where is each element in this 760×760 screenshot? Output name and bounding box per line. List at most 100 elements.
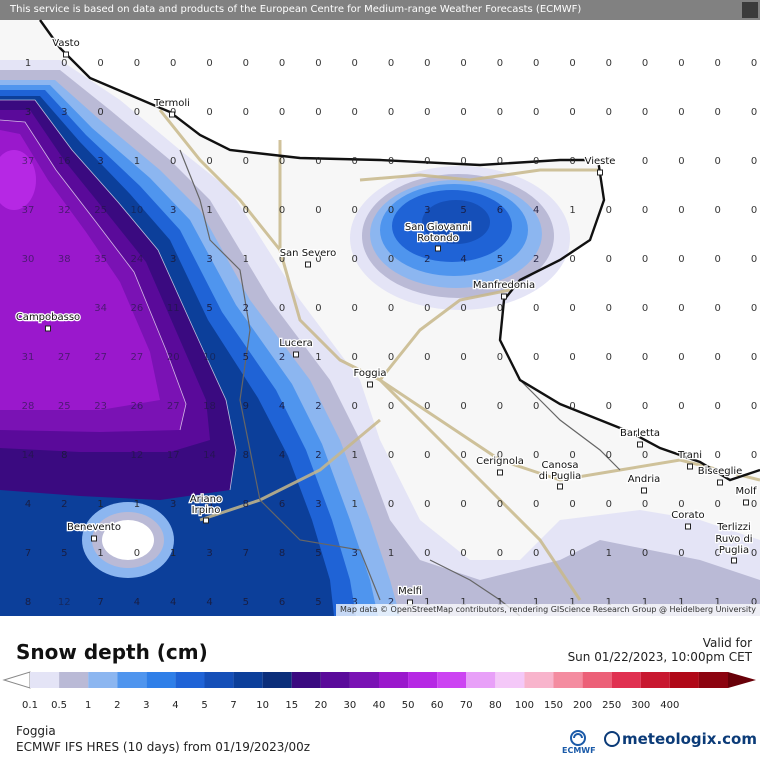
- snow-value: 7: [97, 597, 103, 608]
- city-marker-icon: [501, 293, 507, 300]
- snow-value: 1: [206, 205, 212, 216]
- snow-value: 1: [388, 548, 394, 559]
- snow-value: 3: [206, 254, 212, 265]
- snow-value: 0: [497, 352, 503, 363]
- snow-value: 0: [352, 58, 358, 69]
- snow-value: 0: [134, 548, 140, 559]
- snow-value: 0: [352, 107, 358, 118]
- snow-value: 0: [678, 548, 684, 559]
- legend-tick-label: 0.1: [22, 700, 38, 711]
- snow-value: 0: [279, 156, 285, 167]
- snow-value: 1: [97, 548, 103, 559]
- legend-max-arrow-icon: [728, 672, 756, 688]
- legend-tick-label: 60: [431, 700, 444, 711]
- city-marker-icon: [367, 381, 373, 388]
- snow-value: 0: [606, 401, 612, 412]
- legend-tick-label: 15: [285, 700, 298, 711]
- snow-value: 0: [715, 499, 721, 510]
- snow-value: 0: [678, 401, 684, 412]
- legend-tick-label: 300: [631, 700, 650, 711]
- snow-value: 0: [424, 303, 430, 314]
- legend-swatch: [59, 672, 89, 688]
- snow-value: 28: [22, 401, 35, 412]
- snow-value: 3: [170, 205, 176, 216]
- snow-value: 6: [206, 499, 212, 510]
- snow-value: 0: [243, 205, 249, 216]
- city-marker-icon: [435, 245, 441, 252]
- city-label: Barletta: [620, 428, 660, 439]
- snow-value: 1: [533, 597, 539, 608]
- snow-value: 27: [167, 401, 180, 412]
- snow-value: 1: [352, 499, 358, 510]
- legend-tick-label: 0.5: [51, 700, 67, 711]
- city-label: Melfi: [398, 586, 422, 597]
- snow-value: 0: [388, 58, 394, 69]
- city-label: Corato: [671, 510, 704, 521]
- snow-value: 3: [424, 205, 430, 216]
- snow-value: 0: [533, 548, 539, 559]
- snow-value: 0: [352, 401, 358, 412]
- snow-value: 5: [206, 303, 212, 314]
- city-label: Foggia: [353, 368, 386, 379]
- snow-value: 6: [279, 499, 285, 510]
- legend-tick-label: 2: [114, 700, 120, 711]
- city-marker-icon: [169, 111, 175, 118]
- snow-value: 24: [131, 254, 144, 265]
- snow-value: 0: [533, 401, 539, 412]
- snow-value: 4: [25, 499, 31, 510]
- snow-value: 20: [167, 352, 180, 363]
- snow-value: 4: [460, 254, 466, 265]
- city-label: Vieste: [585, 156, 616, 167]
- snow-value: 0: [642, 303, 648, 314]
- city-labels: Vasto Termoli Vieste San Severo San Giovanni…: [15, 37, 758, 606]
- snow-value: 34: [94, 303, 107, 314]
- city-marker-icon: [557, 483, 563, 490]
- legend-swatch: [640, 672, 670, 688]
- snow-value: 0: [751, 597, 757, 608]
- city-label: Campobasso: [16, 312, 80, 323]
- snow-value: 0: [206, 58, 212, 69]
- snow-value: 3: [170, 254, 176, 265]
- city-label: Canosa di Puglia: [539, 460, 582, 482]
- snow-value: 0: [424, 107, 430, 118]
- snow-value: 0: [678, 254, 684, 265]
- snow-value: 0: [424, 352, 430, 363]
- city-label: Lucera: [279, 338, 313, 349]
- snow-value: 0: [751, 58, 757, 69]
- snow-value: 3: [206, 548, 212, 559]
- snow-value: 3: [352, 597, 358, 608]
- legend-colorbar: 0.1 0.5 1 2 3 4 5 7 10 15 20 30 40 50 60 70 80 100 150 200 2…: [2, 671, 756, 711]
- map-area[interactable]: 1000000000000000000000330000000000000000…: [0, 0, 760, 616]
- snow-value: 4: [533, 205, 539, 216]
- legend-tick-label: 5: [201, 700, 207, 711]
- snow-value: 0: [569, 548, 575, 559]
- corner-button[interactable]: [742, 2, 758, 18]
- snow-value: 2: [388, 597, 394, 608]
- city-label: Bisceglie: [698, 466, 743, 477]
- snow-value: 0: [497, 548, 503, 559]
- snow-value: 0: [751, 499, 757, 510]
- snow-value: 0: [715, 352, 721, 363]
- snow-value: 0: [206, 156, 212, 167]
- city-marker-icon: [637, 441, 643, 448]
- snow-value: 0: [497, 450, 503, 461]
- city-label: Trani: [677, 450, 702, 461]
- legend-swatch: [669, 672, 699, 688]
- legend-tick-label: 1: [85, 700, 91, 711]
- snow-value: 0: [352, 352, 358, 363]
- snow-value: 0: [243, 58, 249, 69]
- snow-value: 5: [243, 597, 249, 608]
- city-label: Ariano Irpino: [190, 494, 222, 516]
- snow-value: 0: [606, 107, 612, 118]
- snow-value: 4: [206, 597, 212, 608]
- brand[interactable]: meteologix.com: [604, 730, 757, 748]
- snow-value: 25: [94, 205, 107, 216]
- snow-value: 0: [751, 254, 757, 265]
- legend-swatch: [582, 672, 612, 688]
- snow-value: 0: [497, 107, 503, 118]
- snow-value: 37: [22, 205, 35, 216]
- city-label: Molf: [735, 486, 757, 497]
- snow-value: 0: [751, 352, 757, 363]
- snow-value: 0: [388, 499, 394, 510]
- snow-value: 5: [315, 597, 321, 608]
